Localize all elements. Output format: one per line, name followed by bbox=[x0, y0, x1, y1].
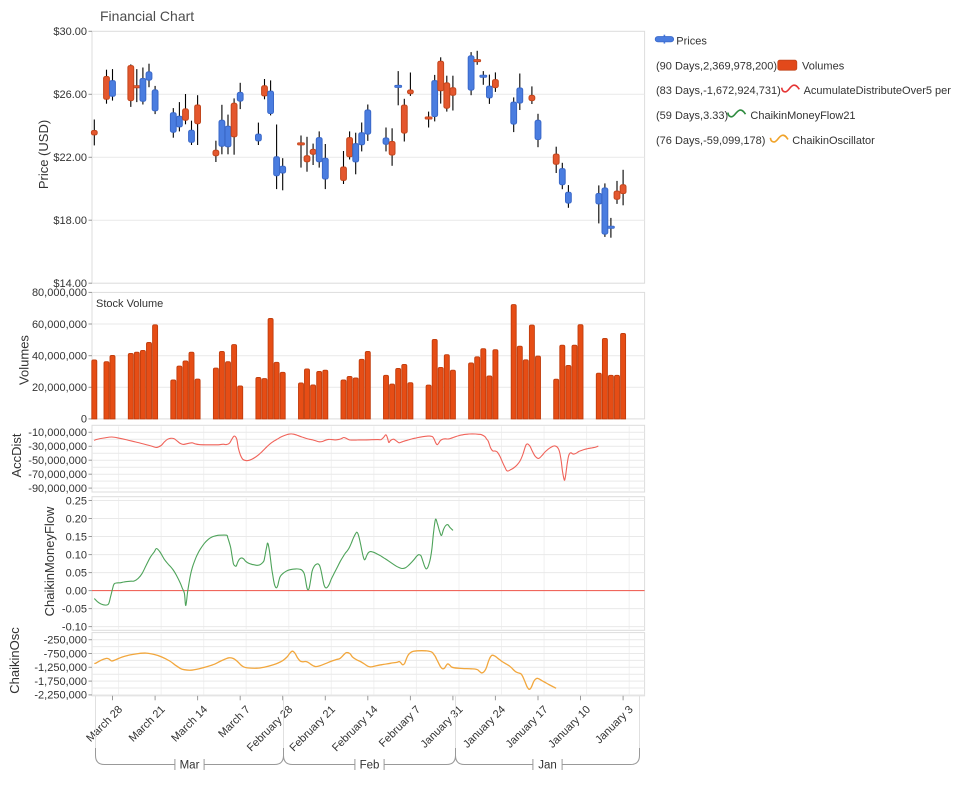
svg-text:0.00: 0.00 bbox=[66, 585, 87, 597]
svg-text:-2,250,000: -2,250,000 bbox=[34, 690, 87, 702]
svg-text:AcumulateDistributeOver5 per: AcumulateDistributeOver5 per bbox=[804, 85, 952, 97]
svg-text:-90,000,000: -90,000,000 bbox=[28, 483, 87, 495]
svg-text:-1,250,000: -1,250,000 bbox=[34, 662, 87, 674]
svg-text:(76 Days,-59,099,178): (76 Days,-59,099,178) bbox=[656, 135, 765, 147]
svg-text:0: 0 bbox=[81, 414, 87, 426]
svg-text:Volumes: Volumes bbox=[17, 335, 32, 385]
svg-text:0.20: 0.20 bbox=[66, 513, 87, 525]
svg-text:(59 Days,3.33): (59 Days,3.33) bbox=[656, 110, 728, 122]
svg-text:0.05: 0.05 bbox=[66, 567, 87, 579]
svg-text:-1,750,000: -1,750,000 bbox=[34, 676, 87, 688]
svg-text:(83 Days,-1,672,924,731): (83 Days,-1,672,924,731) bbox=[656, 85, 781, 97]
svg-text:$14.00: $14.00 bbox=[53, 278, 87, 290]
svg-text:Prices: Prices bbox=[676, 35, 707, 47]
svg-text:Financial Chart: Financial Chart bbox=[100, 8, 194, 24]
svg-text:ChaikinOsc: ChaikinOsc bbox=[7, 627, 22, 694]
svg-text:40,000,000: 40,000,000 bbox=[32, 351, 87, 363]
svg-text:$22.00: $22.00 bbox=[53, 152, 87, 164]
svg-text:60,000,000: 60,000,000 bbox=[32, 319, 87, 331]
svg-text:-0.10: -0.10 bbox=[62, 621, 87, 633]
svg-text:-0.05: -0.05 bbox=[62, 603, 87, 615]
svg-text:Feb: Feb bbox=[360, 760, 380, 772]
svg-text:$26.00: $26.00 bbox=[53, 89, 87, 101]
svg-text:ChaikinOscillator: ChaikinOscillator bbox=[792, 135, 875, 147]
svg-text:Stock Volume: Stock Volume bbox=[96, 298, 163, 310]
svg-text:-30,000,000: -30,000,000 bbox=[28, 441, 87, 453]
svg-text:Price (USD): Price (USD) bbox=[36, 120, 51, 189]
svg-text:-70,000,000: -70,000,000 bbox=[28, 469, 87, 481]
svg-text:$30.00: $30.00 bbox=[53, 26, 87, 38]
svg-text:-750,000: -750,000 bbox=[44, 648, 87, 660]
svg-text:ChaikinMoneyFlow21: ChaikinMoneyFlow21 bbox=[750, 110, 855, 122]
svg-text:ChaikinMoneyFlow: ChaikinMoneyFlow bbox=[42, 506, 57, 616]
svg-text:0.15: 0.15 bbox=[66, 531, 87, 543]
svg-text:80,000,000: 80,000,000 bbox=[32, 287, 87, 299]
svg-text:-10,000,000: -10,000,000 bbox=[28, 427, 87, 439]
svg-text:-250,000: -250,000 bbox=[44, 635, 87, 647]
svg-text:-50,000,000: -50,000,000 bbox=[28, 455, 87, 467]
svg-text:0.25: 0.25 bbox=[66, 495, 87, 507]
svg-text:0.10: 0.10 bbox=[66, 549, 87, 561]
svg-text:$18.00: $18.00 bbox=[53, 215, 87, 227]
svg-text:Volumes: Volumes bbox=[802, 60, 845, 72]
svg-text:Jan: Jan bbox=[538, 760, 557, 772]
svg-text:Mar: Mar bbox=[180, 760, 200, 772]
svg-text:20,000,000: 20,000,000 bbox=[32, 382, 87, 394]
svg-text:AccDist: AccDist bbox=[9, 433, 24, 477]
svg-text:(90 Days,2,369,978,200): (90 Days,2,369,978,200) bbox=[656, 60, 777, 72]
